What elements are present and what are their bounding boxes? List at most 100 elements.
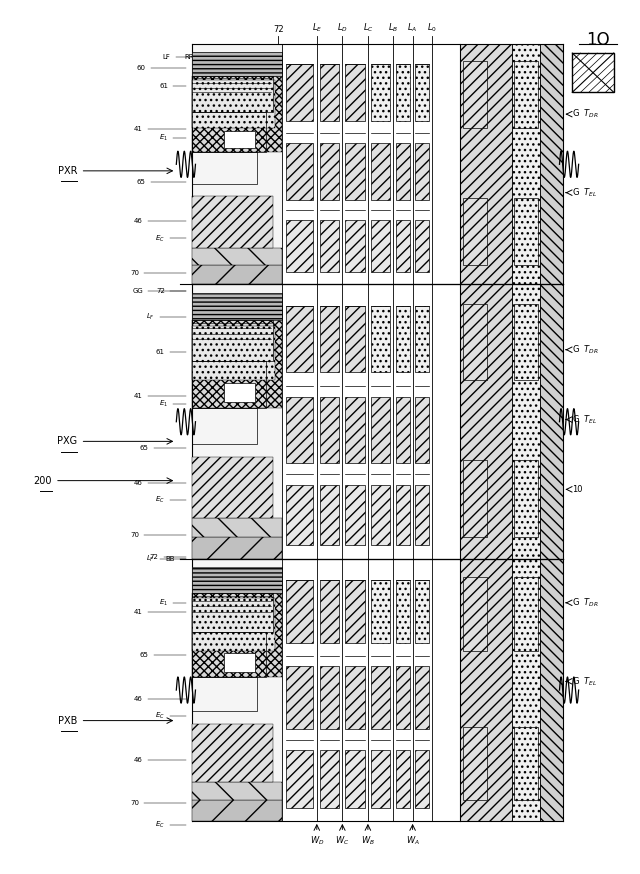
Bar <box>371 64 390 121</box>
Bar <box>346 580 365 643</box>
Bar <box>415 580 429 643</box>
Text: PXB: PXB <box>58 716 77 725</box>
Text: $L_F$: $L_F$ <box>147 554 155 565</box>
Bar <box>514 461 538 538</box>
Text: RR: RR <box>184 54 194 60</box>
Bar <box>286 142 312 200</box>
Text: 65: 65 <box>140 652 149 658</box>
Bar <box>342 284 368 559</box>
Text: $E_1$: $E_1$ <box>159 598 168 608</box>
Bar <box>415 306 429 372</box>
Bar <box>192 293 282 320</box>
Bar <box>346 64 365 121</box>
Bar <box>320 306 339 372</box>
Bar <box>192 80 275 128</box>
Bar <box>514 61 538 128</box>
Bar <box>320 667 339 729</box>
Bar <box>514 578 538 651</box>
Bar <box>192 593 282 677</box>
Bar <box>511 45 540 284</box>
Text: $E_C$: $E_C$ <box>156 496 165 505</box>
Bar <box>396 219 410 273</box>
Text: PXR: PXR <box>58 166 77 176</box>
Bar <box>192 559 282 821</box>
Bar <box>415 667 429 729</box>
Bar <box>371 667 390 729</box>
Text: $W_B$: $W_B$ <box>361 834 375 847</box>
Bar <box>346 219 365 273</box>
Bar <box>415 64 429 121</box>
Bar <box>286 219 312 273</box>
Text: LF: LF <box>163 54 171 60</box>
Bar <box>396 750 410 808</box>
Bar <box>346 667 365 729</box>
Bar <box>346 397 365 463</box>
Bar <box>192 45 282 284</box>
Bar <box>540 45 563 284</box>
Bar <box>320 580 339 643</box>
Bar <box>192 284 282 559</box>
Bar <box>540 559 563 821</box>
Bar <box>192 325 275 380</box>
Text: G  $T_{DR}$: G $T_{DR}$ <box>572 108 599 121</box>
Bar <box>192 518 282 538</box>
Bar <box>317 559 342 821</box>
Bar <box>371 306 390 372</box>
Bar <box>463 303 487 380</box>
Text: 61: 61 <box>156 349 165 355</box>
Text: 46: 46 <box>134 696 143 702</box>
Bar <box>192 567 282 593</box>
Text: 60: 60 <box>137 66 146 72</box>
Text: 61: 61 <box>159 83 168 89</box>
Bar <box>396 580 410 643</box>
Bar <box>413 284 432 559</box>
Bar <box>463 461 487 538</box>
Bar <box>286 580 312 643</box>
Bar <box>192 52 282 75</box>
Bar <box>192 800 282 821</box>
Text: 46: 46 <box>134 757 143 763</box>
Bar <box>192 781 282 800</box>
Bar <box>396 142 410 200</box>
Bar <box>396 306 410 372</box>
Bar <box>415 219 429 273</box>
Bar <box>286 397 312 463</box>
Text: $L_D$: $L_D$ <box>337 21 348 34</box>
Bar <box>286 667 312 729</box>
Bar <box>192 320 273 361</box>
Text: 72: 72 <box>273 24 284 34</box>
Bar <box>394 284 413 559</box>
Bar <box>192 538 282 559</box>
Bar <box>514 303 538 380</box>
Bar <box>320 485 339 545</box>
Text: 1O: 1O <box>586 31 610 49</box>
Bar <box>394 45 413 284</box>
Bar <box>192 248 282 265</box>
Text: 46: 46 <box>134 480 143 486</box>
Bar <box>192 599 275 651</box>
Text: 46: 46 <box>134 218 143 224</box>
Text: 41: 41 <box>134 127 143 132</box>
Bar <box>511 559 540 821</box>
Text: 72: 72 <box>156 288 164 294</box>
Text: G  $T_{DR}$: G $T_{DR}$ <box>572 343 599 356</box>
Bar <box>396 485 410 545</box>
Text: $E_1$: $E_1$ <box>159 133 168 143</box>
Bar <box>368 45 394 284</box>
Bar <box>346 306 365 372</box>
Text: $E_C$: $E_C$ <box>156 820 165 830</box>
Bar <box>396 667 410 729</box>
Bar <box>286 485 312 545</box>
Text: $E_1$: $E_1$ <box>159 399 168 409</box>
Bar <box>192 196 273 248</box>
Bar <box>461 284 511 559</box>
Bar <box>415 750 429 808</box>
Bar <box>540 284 563 559</box>
Bar <box>346 142 365 200</box>
Bar <box>461 559 511 821</box>
Bar <box>320 219 339 273</box>
Text: $E_C$: $E_C$ <box>156 711 165 721</box>
Text: $L_F$: $L_F$ <box>147 312 155 323</box>
Bar <box>282 45 317 284</box>
Bar <box>415 485 429 545</box>
